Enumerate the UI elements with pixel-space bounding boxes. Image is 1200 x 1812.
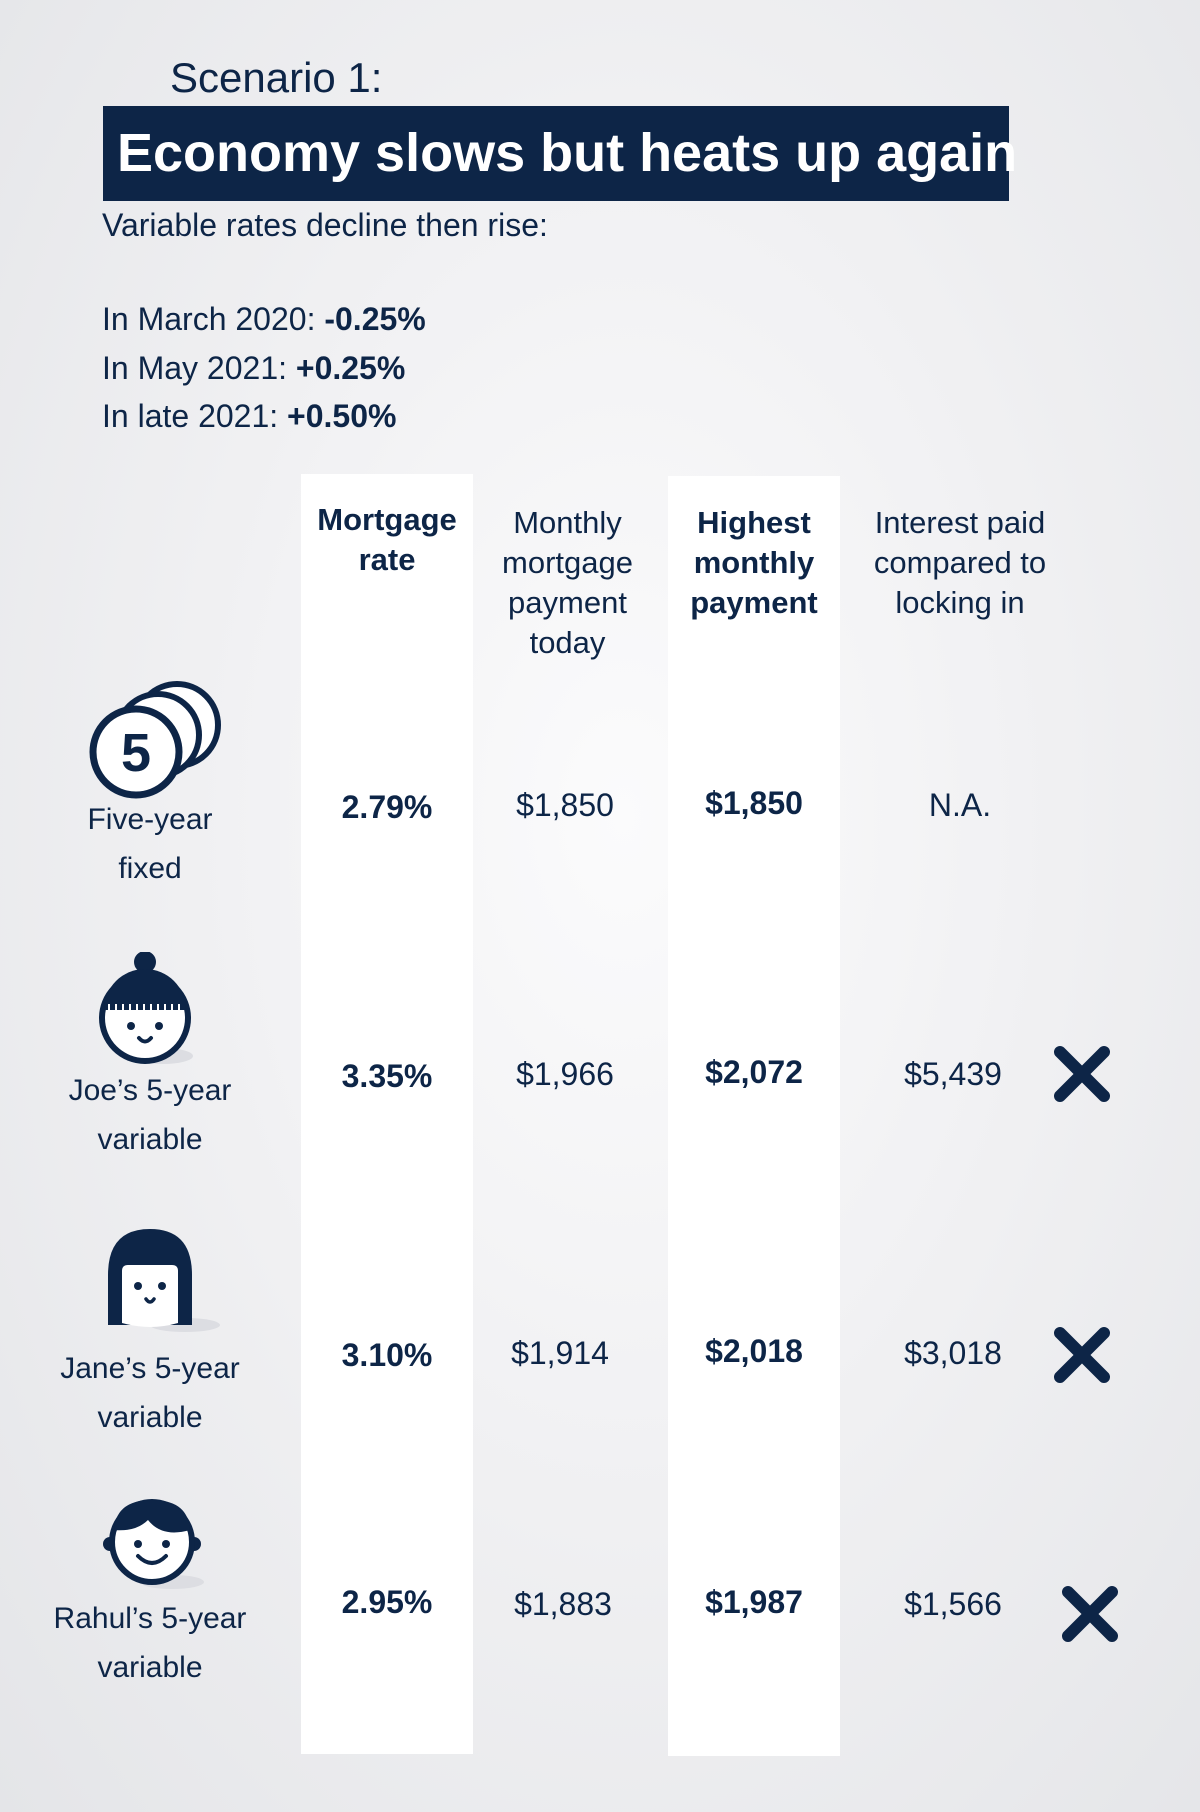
- header-interest-paid: Interest paid compared to locking in: [840, 503, 1080, 623]
- rate-change-value: +0.25%: [295, 350, 406, 386]
- cell-highest-payment: $1,850: [705, 785, 803, 821]
- header-line: Monthly: [513, 505, 622, 540]
- row-label-line: variable: [97, 1401, 203, 1434]
- rate-change-label: In May 2021:: [102, 350, 296, 386]
- header-mortgage-rate: Mortgage rate: [301, 500, 473, 580]
- x-icon: [1054, 1327, 1110, 1383]
- header-line: payment: [690, 585, 818, 620]
- coin-number: 5: [121, 723, 151, 783]
- header-line: rate: [358, 542, 416, 577]
- cell-interest: $5,439: [904, 1056, 1002, 1092]
- page-title: Economy slows but heats up again: [117, 123, 1018, 183]
- rate-change-3: In late 2021: +0.50%: [102, 393, 396, 439]
- jane-face-icon: [108, 1229, 220, 1332]
- cell-highest-payment: $2,072: [705, 1054, 803, 1090]
- header-line: monthly: [693, 545, 815, 580]
- rate-change-value: -0.25%: [324, 301, 426, 337]
- header-line: today: [529, 625, 606, 660]
- row-label-line: Rahul’s 5-year: [53, 1602, 247, 1635]
- cell-rate: 2.79%: [341, 789, 433, 825]
- rahul-face-icon: [103, 1499, 204, 1589]
- row-label-rahul: Rahul’s 5-year variable: [20, 1594, 280, 1692]
- row-label-five-year-fixed: Five-year fixed: [20, 795, 280, 893]
- cell-highest-payment: $1,987: [705, 1584, 803, 1620]
- header-line: mortgage: [502, 545, 633, 580]
- highest-payment-column-highlight: [668, 476, 840, 1756]
- cell-interest: $1,566: [904, 1586, 1002, 1622]
- cell-rate: 3.35%: [341, 1058, 433, 1094]
- rate-change-1: In March 2020: -0.25%: [102, 296, 426, 342]
- header-monthly-payment-today: Monthly mortgage payment today: [475, 503, 660, 663]
- rate-change-2: In May 2021: +0.25%: [102, 345, 405, 391]
- header-line: locking in: [895, 585, 1025, 620]
- row-label-jane: Jane’s 5-year variable: [20, 1344, 280, 1442]
- five-coins-icon: 5: [89, 681, 221, 799]
- row-label-line: Joe’s 5-year: [68, 1074, 232, 1107]
- row-label-line: Jane’s 5-year: [60, 1352, 240, 1385]
- cell-interest: $3,018: [904, 1335, 1002, 1371]
- header-line: Mortgage: [317, 502, 457, 537]
- cell-interest: N.A.: [928, 787, 992, 823]
- header-line: Interest paid: [874, 505, 1046, 540]
- cell-payment-today: $1,883: [514, 1586, 612, 1622]
- rate-change-label: In March 2020:: [102, 301, 325, 337]
- cell-payment-today: $1,914: [511, 1335, 609, 1371]
- cell-highest-payment: $2,018: [705, 1333, 803, 1369]
- row-label-line: Five-year: [87, 803, 213, 836]
- x-icon: [1054, 1046, 1110, 1102]
- header-highest-monthly-payment: Highest monthly payment: [668, 503, 840, 623]
- joe-face-icon: [99, 952, 193, 1064]
- subtitle: Variable rates decline then rise:: [102, 207, 548, 243]
- rate-change-label: In late 2021:: [102, 398, 288, 434]
- rate-change-value: +0.50%: [287, 398, 397, 434]
- header-line: payment: [508, 585, 627, 620]
- scenario-label: Scenario 1:: [170, 54, 383, 101]
- row-label-line: variable: [97, 1651, 203, 1684]
- cell-payment-today: $1,850: [516, 787, 614, 823]
- x-icon: [1062, 1586, 1118, 1642]
- row-label-line: fixed: [118, 852, 182, 885]
- rate-column-highlight: [301, 474, 473, 1754]
- title-banner: [103, 106, 1009, 201]
- row-label-joe: Joe’s 5-year variable: [20, 1066, 280, 1164]
- cell-rate: 2.95%: [341, 1584, 433, 1620]
- row-label-line: variable: [97, 1123, 203, 1156]
- header-line: Highest: [697, 505, 811, 540]
- header-line: compared to: [873, 545, 1047, 580]
- cell-payment-today: $1,966: [516, 1056, 614, 1092]
- cell-rate: 3.10%: [341, 1337, 433, 1373]
